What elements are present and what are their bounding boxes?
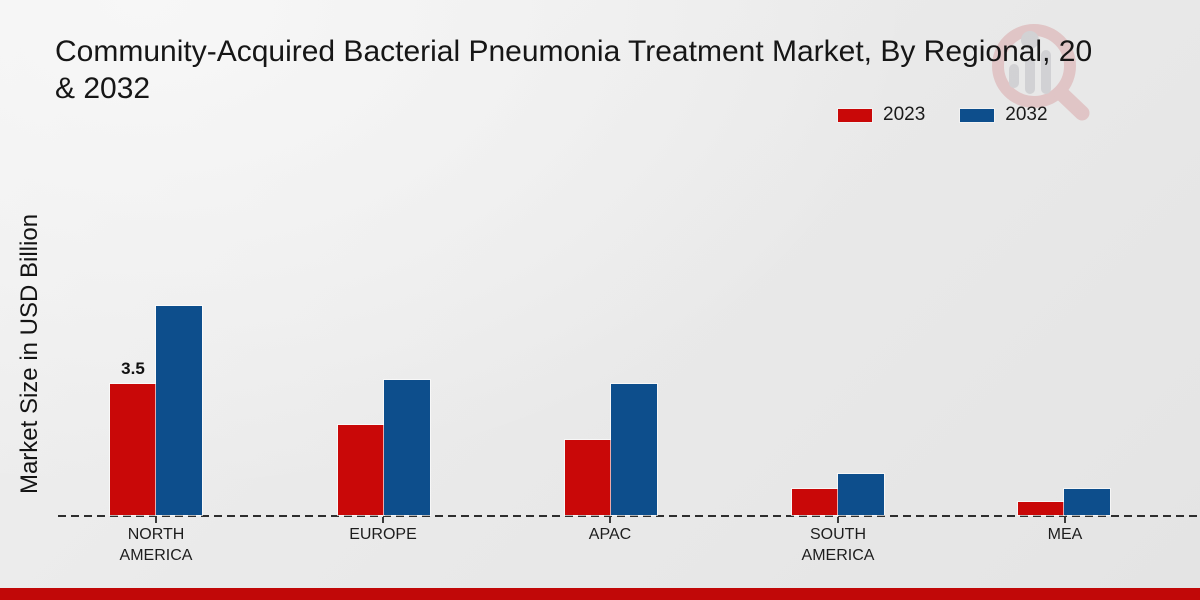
legend: 2023 2032 (837, 103, 1048, 127)
bar-group-north-america (109, 305, 203, 516)
legend-label-2032: 2032 (1005, 104, 1048, 125)
legend-item-2023: 2023 (837, 104, 925, 126)
axis-tick-apac (609, 517, 611, 523)
legend-swatch-2023 (837, 107, 873, 123)
bar-2032-south-america (837, 473, 885, 516)
category-label-europe: EUROPE (349, 526, 417, 543)
bar-2023-europe (337, 424, 385, 516)
bar-2023-north-america (109, 383, 157, 516)
axis-tick-north-america (155, 517, 157, 523)
bar-2032-apac (610, 383, 658, 516)
category-label-north-america: NORTH AMERICA (119, 526, 193, 564)
category-label-apac: APAC (588, 526, 632, 543)
category-label-south-america: SOUTH AMERICA (801, 526, 875, 564)
bar-group-apac (564, 383, 658, 516)
chart-title-line1: Community-Acquired Bacterial Pneumonia T… (55, 35, 1093, 68)
legend-item-2032: 2032 (959, 104, 1048, 126)
data-label-north-america-2023: 3.5 (121, 359, 145, 378)
bar-group-mea (1017, 488, 1111, 516)
bar-2023-south-america (791, 488, 839, 516)
bar-2023-mea (1017, 501, 1065, 516)
legend-label-2023: 2023 (883, 104, 926, 125)
bar-2032-mea (1063, 488, 1111, 516)
axis-tick-south-america (837, 517, 839, 523)
chart-title: Community-Acquired Bacterial Pneumonia T… (55, 33, 1200, 107)
bar-2023-apac (564, 439, 612, 516)
brand-watermark-icon (992, 24, 1090, 121)
axis-tick-europe (382, 517, 384, 523)
axis-tick-mea (1064, 517, 1066, 523)
chart-title-line2: & 2032 (55, 72, 151, 105)
bar-2032-north-america (155, 305, 203, 516)
y-axis-label: Market Size in USD Billion (16, 213, 43, 495)
category-label-mea: MEA (1047, 526, 1083, 543)
legend-swatch-2032 (959, 107, 996, 123)
footer-accent-bar (0, 588, 1200, 600)
x-axis-baseline (58, 515, 1198, 517)
bar-2032-europe (383, 379, 431, 516)
bar-group-europe (337, 379, 431, 516)
bar-group-south-america (791, 473, 885, 516)
